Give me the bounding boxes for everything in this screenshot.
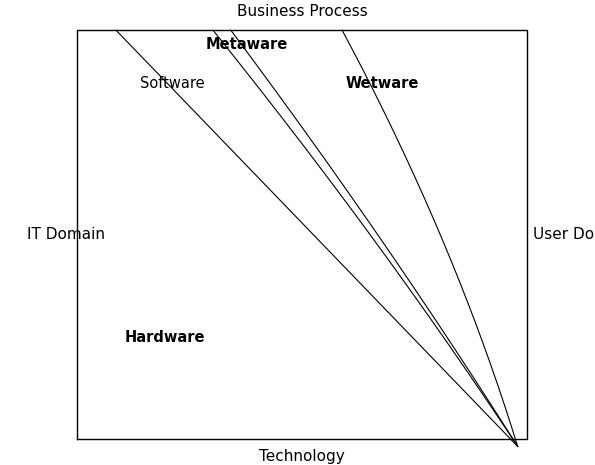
Text: Wetware: Wetware xyxy=(345,76,418,91)
Text: Software: Software xyxy=(140,76,205,91)
Text: Metaware: Metaware xyxy=(205,37,287,52)
Text: Technology: Technology xyxy=(259,449,345,464)
Text: Business Process: Business Process xyxy=(237,4,367,19)
Text: Hardware: Hardware xyxy=(125,330,205,345)
Text: User Domain: User Domain xyxy=(533,227,595,242)
Text: IT Domain: IT Domain xyxy=(27,227,105,242)
